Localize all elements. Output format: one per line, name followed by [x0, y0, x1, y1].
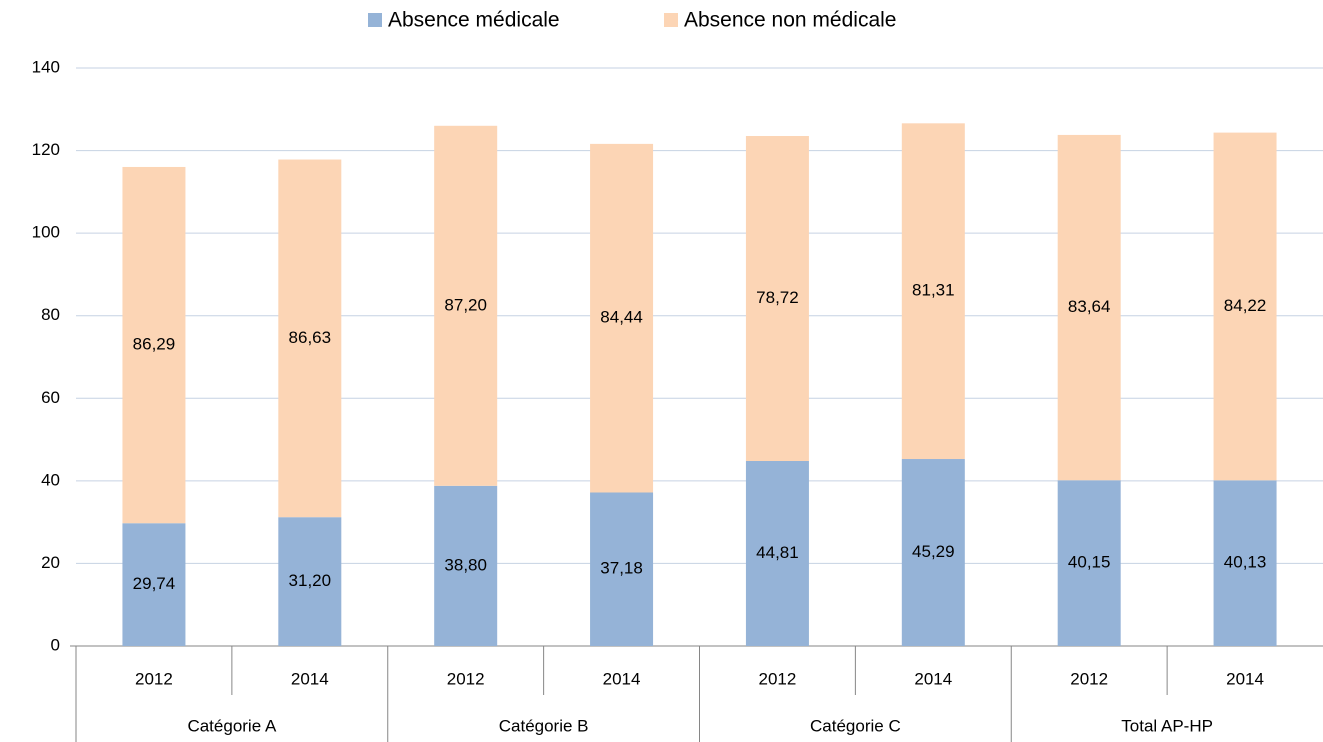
bar-segment	[901, 459, 965, 646]
y-tick-label: 40	[41, 470, 60, 489]
bar-segment	[901, 123, 965, 460]
bar-segment	[278, 159, 342, 518]
y-tick-label: 100	[32, 223, 60, 242]
bar-segment	[745, 460, 809, 646]
bar-segment	[1213, 480, 1277, 646]
legend-swatch	[368, 13, 382, 27]
bar-segment	[1057, 480, 1121, 646]
group-label: Catégorie C	[810, 716, 901, 735]
legend-label: Absence non médicale	[684, 9, 896, 32]
y-tick-label: 20	[41, 553, 60, 572]
x-tick-label: 2012	[1070, 669, 1108, 688]
data-label: 84,22	[1224, 296, 1267, 315]
bar-segment	[745, 135, 809, 461]
data-label: 87,20	[444, 295, 487, 314]
x-tick-label: 2014	[1226, 669, 1264, 688]
data-label: 78,72	[756, 288, 799, 307]
legend-label: Absence médicale	[388, 9, 560, 32]
data-label: 29,74	[133, 574, 176, 593]
data-label: 40,13	[1224, 553, 1267, 572]
group-label: Catégorie A	[187, 716, 276, 735]
y-tick-label: 140	[32, 57, 60, 76]
x-tick-label: 2012	[135, 669, 173, 688]
data-label: 86,63	[289, 328, 332, 347]
data-label: 38,80	[444, 555, 487, 574]
y-tick-label: 60	[41, 388, 60, 407]
data-label: 37,18	[600, 559, 643, 578]
bar-segment	[278, 517, 342, 646]
y-tick-label: 0	[51, 635, 60, 654]
x-tick-label: 2012	[447, 669, 485, 688]
data-label: 81,31	[912, 281, 955, 300]
bar-segment	[434, 485, 498, 646]
bar-segment	[434, 125, 498, 486]
bar-segment	[590, 143, 654, 493]
data-label: 40,15	[1068, 553, 1111, 572]
bar-segment	[590, 492, 654, 646]
x-tick-label: 2014	[291, 669, 329, 688]
x-tick-label: 2014	[603, 669, 641, 688]
bar-segment	[122, 523, 186, 646]
data-label: 86,29	[133, 335, 176, 354]
bar-segment	[122, 166, 186, 524]
legend-swatch	[664, 13, 678, 27]
group-label: Total AP-HP	[1121, 716, 1213, 735]
y-tick-label: 120	[32, 140, 60, 159]
data-label: 31,20	[289, 571, 332, 590]
data-label: 45,29	[912, 542, 955, 561]
bar-segment	[1057, 134, 1121, 481]
group-label: Catégorie B	[499, 716, 589, 735]
data-label: 83,64	[1068, 297, 1111, 316]
y-tick-label: 80	[41, 305, 60, 324]
x-tick-label: 2014	[914, 669, 952, 688]
data-label: 84,44	[600, 308, 643, 327]
data-label: 44,81	[756, 543, 799, 562]
x-tick-label: 2012	[759, 669, 797, 688]
bar-segment	[1213, 132, 1277, 481]
